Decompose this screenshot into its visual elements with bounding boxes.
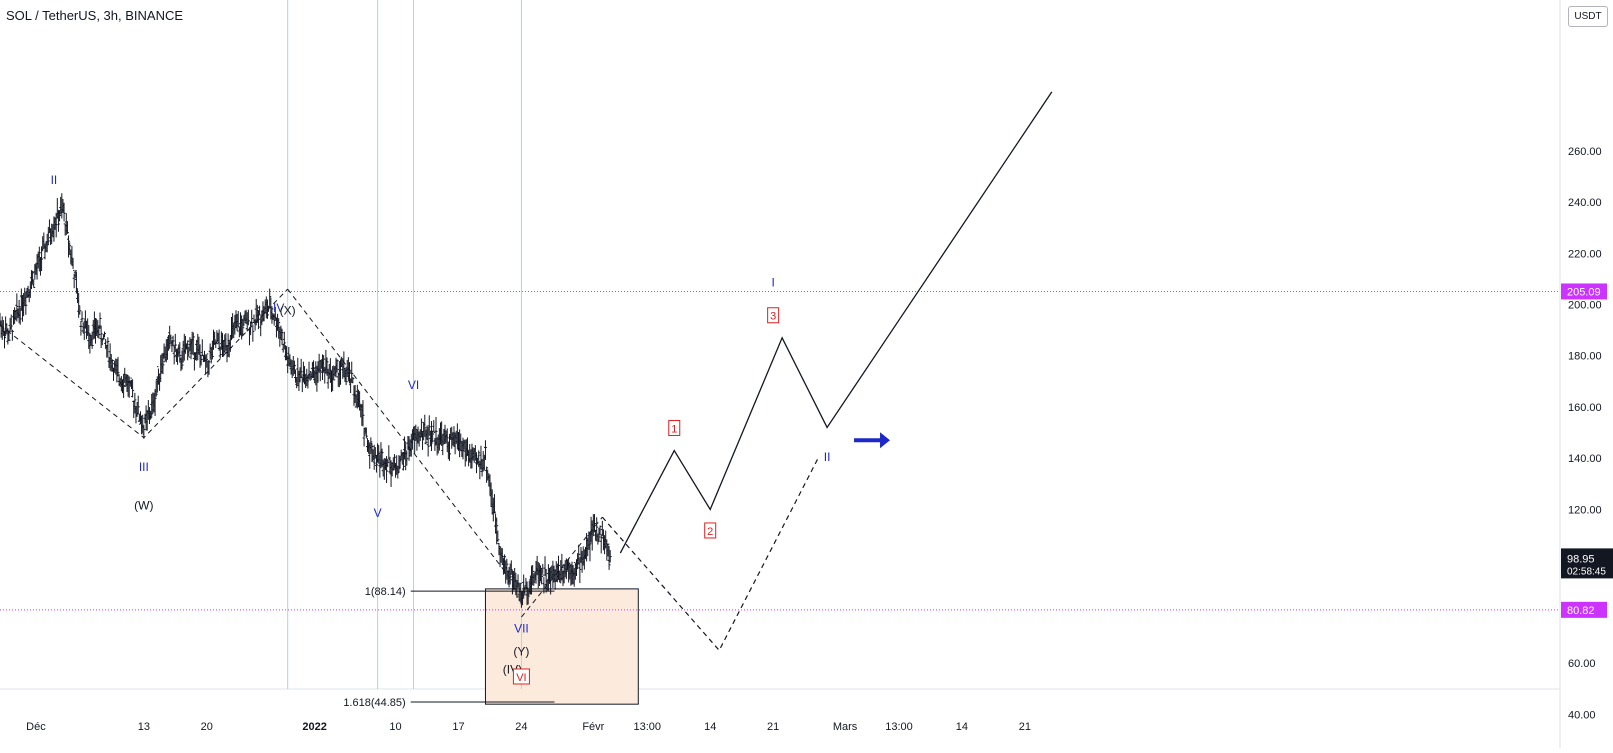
wave-label[interactable]: III bbox=[139, 460, 149, 474]
boxed-wave-label[interactable]: 3 bbox=[770, 311, 776, 323]
x-tick-label: 14 bbox=[956, 721, 968, 733]
y-tick-label: 200.00 bbox=[1568, 300, 1602, 312]
wave-label[interactable]: IV bbox=[273, 301, 284, 315]
currency-button[interactable]: USDT bbox=[1568, 6, 1608, 27]
x-tick-label: 10 bbox=[389, 721, 401, 733]
y-tick-label: 120.00 bbox=[1568, 504, 1602, 516]
wave-label[interactable]: (X) bbox=[280, 304, 296, 318]
y-tick-label: 40.00 bbox=[1568, 709, 1596, 721]
wave-label[interactable]: V bbox=[374, 506, 382, 520]
boxed-wave-label[interactable]: 1 bbox=[671, 423, 677, 435]
current-price-tag bbox=[1561, 548, 1613, 579]
target-zone-box[interactable] bbox=[484, 588, 639, 705]
wave-label[interactable]: (Y) bbox=[513, 644, 529, 658]
level-price-label: 80.82 bbox=[1567, 605, 1595, 617]
boxed-wave-label-frame[interactable] bbox=[668, 419, 681, 436]
level-price-label: 205.09 bbox=[1567, 286, 1601, 298]
x-tick-label: 21 bbox=[767, 721, 779, 733]
x-tick-label: Févr bbox=[582, 721, 604, 733]
fib-level-label: 1.618(44.85) bbox=[343, 697, 405, 709]
x-tick-label: 13:00 bbox=[634, 721, 662, 733]
y-tick-label: 160.00 bbox=[1568, 402, 1602, 414]
x-tick-label: Déc bbox=[26, 721, 46, 733]
x-tick-label: Mars bbox=[833, 721, 858, 733]
wave-label[interactable]: II bbox=[824, 450, 831, 464]
level-price-tag bbox=[1561, 601, 1607, 618]
boxed-wave-label-frame[interactable] bbox=[767, 307, 780, 324]
x-tick-label: 14 bbox=[704, 721, 716, 733]
x-tick-label: 21 bbox=[1019, 721, 1031, 733]
current-price-value: 98.95 bbox=[1567, 553, 1595, 565]
boxed-wave-label-frame[interactable] bbox=[512, 668, 530, 685]
wave-label[interactable]: I bbox=[771, 276, 774, 290]
wave-label[interactable]: II bbox=[51, 173, 58, 187]
y-tick-label: 140.00 bbox=[1568, 453, 1602, 465]
wave-label[interactable]: (W) bbox=[134, 498, 153, 512]
boxed-wave-label[interactable]: 2 bbox=[707, 526, 713, 538]
symbol-title[interactable]: SOL / TetherUS, 3h, BINANCE bbox=[6, 8, 184, 23]
x-tick-label: 20 bbox=[201, 721, 213, 733]
y-tick-label: 240.00 bbox=[1568, 197, 1602, 209]
x-tick-label: 13:00 bbox=[885, 721, 913, 733]
right-arrow-icon[interactable] bbox=[854, 432, 891, 449]
wave-label[interactable]: VII bbox=[514, 621, 529, 635]
y-tick-label: 60.00 bbox=[1568, 658, 1596, 670]
trend-dashed-line[interactable] bbox=[287, 288, 513, 582]
x-tick-label: 2022 bbox=[302, 721, 326, 733]
bar-countdown: 02:58:45 bbox=[1567, 566, 1606, 577]
x-tick-label: 13 bbox=[138, 721, 150, 733]
wave-label[interactable]: VI bbox=[408, 378, 419, 392]
projection-solid-path[interactable] bbox=[619, 91, 1053, 554]
y-tick-label: 260.00 bbox=[1568, 146, 1602, 158]
x-tick-label: 17 bbox=[452, 721, 464, 733]
y-tick-label: 220.00 bbox=[1568, 248, 1602, 260]
boxed-wave-label[interactable]: VI bbox=[516, 672, 526, 684]
y-tick-label: 180.00 bbox=[1568, 351, 1602, 363]
boxed-wave-label-frame[interactable] bbox=[704, 522, 717, 539]
x-tick-label: 24 bbox=[515, 721, 527, 733]
fib-level-label: 1(88.14) bbox=[365, 586, 406, 598]
level-price-tag bbox=[1561, 283, 1607, 300]
